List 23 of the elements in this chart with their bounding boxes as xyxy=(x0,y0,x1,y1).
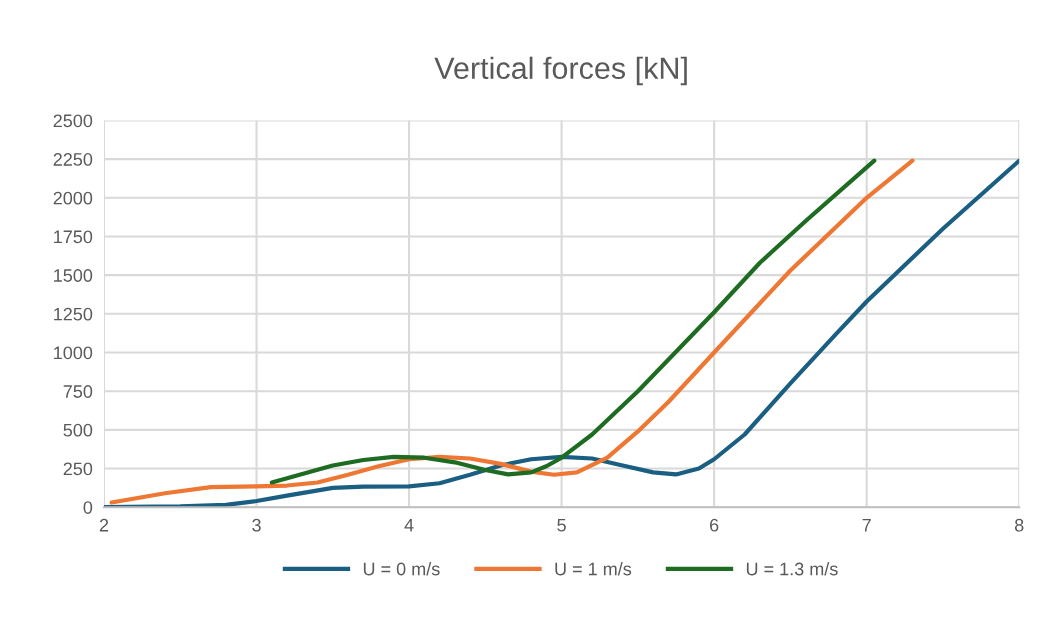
y-tick-label: 2500 xyxy=(53,114,93,128)
x-tick-label: 3 xyxy=(252,518,261,532)
x-tick-label: 8 xyxy=(1014,518,1024,532)
x-tick-label: 4 xyxy=(404,518,414,532)
chart-title: Vertical forces [kN] xyxy=(434,56,687,86)
legend-label: U = 1.3 m/s xyxy=(746,562,838,576)
y-tick-label: 750 xyxy=(63,385,93,398)
y-tick-label: 0 xyxy=(83,501,93,514)
line-series xyxy=(269,158,877,485)
y-tick-label: 1750 xyxy=(54,230,93,244)
y-tick-label: 1250 xyxy=(54,307,93,321)
y-tick-label: 500 xyxy=(63,423,93,437)
y-tick-label: 250 xyxy=(63,462,93,476)
y-tick-label: 1500 xyxy=(54,269,93,282)
x-tick-label: 7 xyxy=(862,518,871,532)
x-tick-label: 6 xyxy=(710,518,719,532)
x-tick-label: 2 xyxy=(99,518,109,532)
legend-label: U = 1 m/s xyxy=(555,562,632,576)
y-tick-label: 1000 xyxy=(54,346,93,360)
y-tick-label: 2250 xyxy=(53,153,93,166)
legend-label: U = 0 m/s xyxy=(363,562,440,576)
x-tick-label: 5 xyxy=(557,518,566,532)
y-tick-label: 2000 xyxy=(53,191,93,205)
